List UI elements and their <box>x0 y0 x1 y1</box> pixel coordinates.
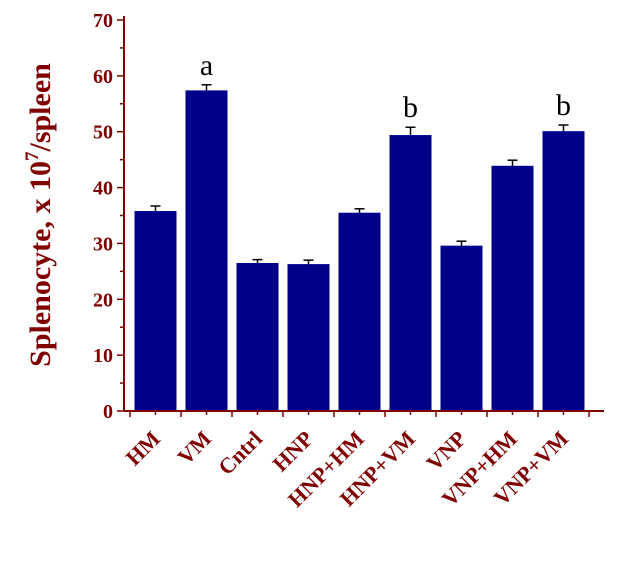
y-ticks-group: 0 10 20 30 40 50 60 70 <box>93 10 124 423</box>
x-tick-label: Cntrl <box>213 426 267 480</box>
bar-vnp <box>440 245 483 411</box>
bar-hnp-plus-hm <box>338 212 381 411</box>
y-tick-label: 60 <box>93 66 113 88</box>
annotations-group: a b b <box>200 49 571 124</box>
bar-vm <box>185 90 228 411</box>
bar-vnp-plus-vm <box>542 131 585 412</box>
y-tick-label: 0 <box>103 401 113 423</box>
bar-cntrl <box>236 262 279 411</box>
bar-hm <box>134 211 177 411</box>
bar-hnp <box>287 264 330 411</box>
y-tick-label: 40 <box>93 178 113 200</box>
y-tick-label: 70 <box>93 10 113 32</box>
x-tick-label: VM <box>172 426 216 470</box>
y-tick-label: 30 <box>93 233 113 255</box>
annotation-b: b <box>556 89 571 122</box>
bars-group <box>134 90 585 412</box>
x-tick-label: HM <box>121 426 166 471</box>
annotation-b: b <box>403 91 418 124</box>
bar-hnp-plus-vm <box>389 135 432 411</box>
y-tick-label: 10 <box>93 345 113 367</box>
annotation-a: a <box>200 49 213 82</box>
y-axis-label: Splenocyte, x 107/spleen <box>22 63 57 367</box>
error-bars-group <box>150 84 569 265</box>
y-tick-label: 20 <box>93 289 113 311</box>
y-tick-label: 50 <box>93 122 113 144</box>
bar-vnp-plus-hm <box>491 165 534 411</box>
axes-group <box>123 16 604 417</box>
